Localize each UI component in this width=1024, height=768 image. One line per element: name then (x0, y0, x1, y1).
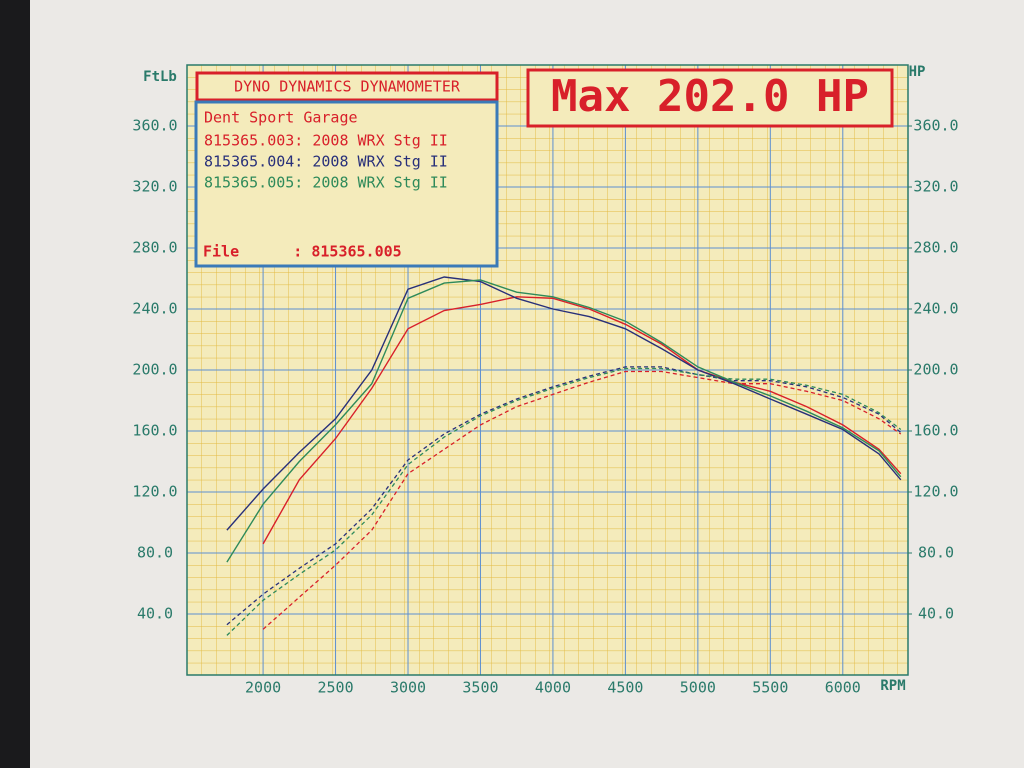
legend-box (194, 100, 499, 268)
torque-line (226, 276, 902, 531)
curves (226, 276, 902, 636)
y-tick-label: 320.0 (132, 178, 177, 196)
x-tick-label: 2500 (317, 679, 353, 697)
garage-name: Dent Sport Garage (204, 109, 358, 127)
y2-tick-label: 160.0 (913, 422, 958, 440)
y2-tick-label: 320.0 (913, 178, 958, 196)
y-tick-label: 240.0 (132, 300, 177, 318)
torque-line (262, 296, 902, 545)
y2-axis-label: HP (909, 64, 926, 80)
x-tick-label: 3500 (462, 679, 498, 697)
y-tick-label: 160.0 (132, 422, 177, 440)
x-axis-label: RPM (880, 678, 905, 694)
legend-entry: 815365.003: 2008 WRX Stg II (204, 132, 448, 150)
y2-tick-label: 240.0 (913, 300, 958, 318)
y-tick-label: 40.0 (137, 605, 173, 623)
x-tick-label: 3000 (390, 679, 426, 697)
headline-box (526, 68, 894, 128)
y-tick-label: 120.0 (132, 483, 177, 501)
legend: 815365.003: 2008 WRX Stg II 815365.004: 2… (204, 132, 448, 192)
power-line (262, 370, 902, 630)
y2-tick-label: 80.0 (918, 544, 954, 562)
title-box (195, 71, 499, 102)
headline: Max 202.0 HP (551, 71, 869, 122)
torque-line (226, 279, 902, 563)
power-line (226, 367, 902, 636)
y-axis-label: FtLb (143, 69, 177, 85)
y-tick-label: 80.0 (137, 544, 173, 562)
legend-entry: 815365.004: 2008 WRX Stg II (204, 153, 448, 171)
y2-tick-label: 120.0 (913, 483, 958, 501)
y-tick-label: 360.0 (132, 117, 177, 135)
file-label: File : 815365.005 (203, 243, 402, 261)
x-tick-label: 5500 (752, 679, 788, 697)
x-tick-label: 4000 (535, 679, 571, 697)
power-line (226, 366, 902, 626)
y2-tick-label: 360.0 (913, 117, 958, 135)
photo-edge (0, 0, 30, 768)
y2-tick-label: 280.0 (913, 239, 958, 257)
y2-tick-label: 200.0 (913, 361, 958, 379)
legend-entry: 815365.005: 2008 WRX Stg II (204, 174, 448, 192)
x-tick-label: 4500 (607, 679, 643, 697)
y-tick-label: 200.0 (132, 361, 177, 379)
y-tick-label: 280.0 (132, 239, 177, 257)
chart-title: DYNO DYNAMICS DYNAMOMETER (234, 78, 461, 96)
x-tick-label: 5000 (680, 679, 716, 697)
y2-tick-label: 40.0 (918, 605, 954, 623)
x-tick-label: 6000 (825, 679, 861, 697)
x-tick-label: 2000 (245, 679, 281, 697)
